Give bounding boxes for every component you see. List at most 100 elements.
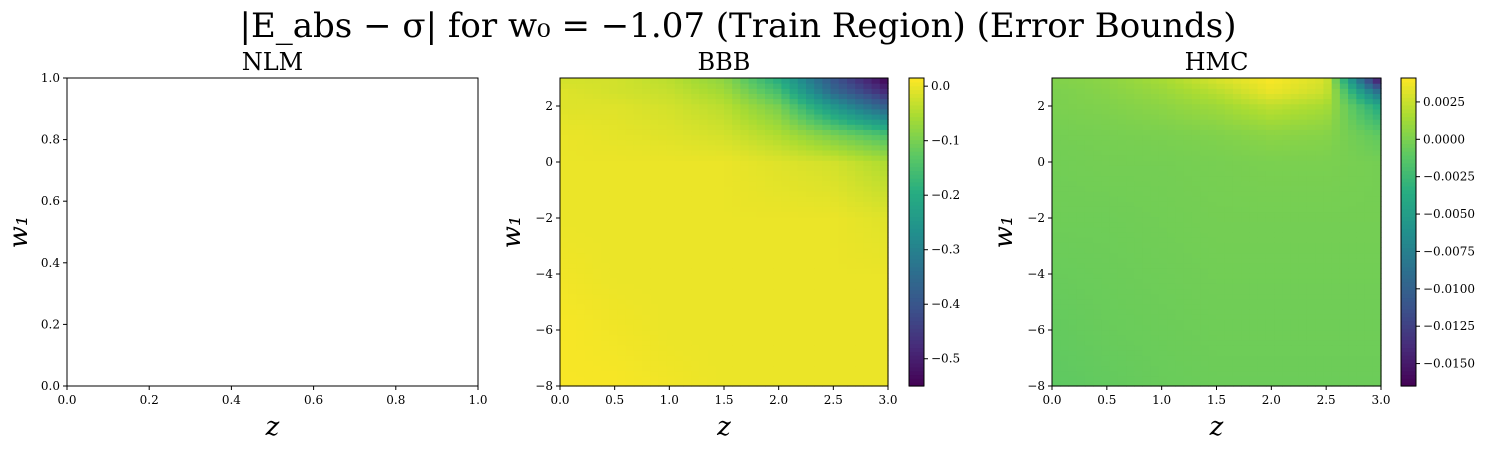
heatmap-cell xyxy=(839,376,848,382)
heatmap-cell xyxy=(1068,371,1077,377)
heatmap-cell xyxy=(560,165,569,171)
heatmap-cell xyxy=(585,186,594,192)
heatmap-cell xyxy=(691,176,700,182)
heatmap-cell xyxy=(699,278,708,284)
heatmap-cell xyxy=(798,119,807,125)
heatmap-cell xyxy=(732,104,741,110)
heatmap-cell xyxy=(593,288,602,294)
heatmap-cell xyxy=(765,83,774,89)
heatmap-cell xyxy=(839,345,848,351)
heatmap-cell xyxy=(1184,119,1193,125)
heatmap-cell xyxy=(724,283,733,289)
heatmap-cell xyxy=(814,119,823,125)
heatmap-cell xyxy=(1192,294,1201,300)
heatmap-cell xyxy=(1332,237,1341,243)
heatmap-cell xyxy=(839,129,848,135)
heatmap-cell xyxy=(1332,376,1341,382)
heatmap-cell xyxy=(560,376,569,382)
heatmap-cell xyxy=(601,222,610,228)
heatmap-cell xyxy=(1340,129,1349,135)
heatmap-cell xyxy=(732,283,741,289)
heatmap-cell xyxy=(1323,304,1332,310)
heatmap-cell xyxy=(1233,283,1242,289)
heatmap-cell xyxy=(1052,114,1061,120)
heatmap-cell xyxy=(699,355,708,361)
heatmap-cell xyxy=(1348,263,1357,269)
heatmap-cell xyxy=(765,196,774,202)
heatmap-cell xyxy=(1307,365,1316,371)
heatmap-cell xyxy=(847,134,856,140)
heatmap-cell xyxy=(863,104,872,110)
heatmap-cell xyxy=(1356,165,1365,171)
heatmap-cell xyxy=(1142,299,1151,305)
heatmap-cell xyxy=(1184,237,1193,243)
heatmap-cell xyxy=(1192,232,1201,238)
heatmap-cell xyxy=(1159,360,1168,366)
heatmap-cell xyxy=(1323,350,1332,356)
heatmap-cell xyxy=(1068,176,1077,182)
heatmap-cell xyxy=(1299,340,1308,346)
plot-title: NLM xyxy=(242,48,304,76)
heatmap-cell xyxy=(1291,227,1300,233)
heatmap-cell xyxy=(773,160,782,166)
heatmap-cell xyxy=(1060,140,1069,146)
heatmap-cell xyxy=(847,350,856,356)
heatmap-cell xyxy=(585,309,594,315)
heatmap-cell xyxy=(1208,247,1217,253)
heatmap-cell xyxy=(831,109,840,115)
heatmap-cell xyxy=(1249,227,1258,233)
x-tick-label: 0.6 xyxy=(304,393,323,407)
heatmap-cell xyxy=(863,196,872,202)
heatmap-cell xyxy=(765,181,774,187)
heatmap-cell xyxy=(732,340,741,346)
heatmap-cell xyxy=(1373,196,1382,202)
heatmap-cell xyxy=(872,140,881,146)
heatmap-cell xyxy=(1085,140,1094,146)
heatmap-cell xyxy=(1134,83,1143,89)
heatmap-cell xyxy=(1323,247,1332,253)
heatmap-cell xyxy=(708,345,717,351)
heatmap-cell xyxy=(1291,88,1300,94)
heatmap-cell xyxy=(1356,304,1365,310)
heatmap-cell xyxy=(1315,150,1324,156)
heatmap-cell xyxy=(863,242,872,248)
heatmap-cell xyxy=(683,129,692,135)
heatmap-cell xyxy=(1233,232,1242,238)
heatmap-cell xyxy=(1274,288,1283,294)
heatmap-cell xyxy=(691,253,700,259)
heatmap-cell xyxy=(1060,186,1069,192)
heatmap-cell xyxy=(1307,83,1316,89)
heatmap-cell xyxy=(749,196,758,202)
heatmap-cell xyxy=(1241,350,1250,356)
heatmap-cell xyxy=(831,232,840,238)
heatmap-cell xyxy=(814,237,823,243)
heatmap-cell xyxy=(790,140,799,146)
heatmap-cell xyxy=(576,145,585,151)
heatmap-cell xyxy=(699,206,708,212)
heatmap-cell xyxy=(806,314,815,320)
heatmap-cell xyxy=(1315,288,1324,294)
heatmap-cell xyxy=(1348,237,1357,243)
heatmap-cell xyxy=(626,324,635,330)
heatmap-cell xyxy=(1208,211,1217,217)
heatmap-cell xyxy=(708,211,717,217)
colorbar-segment xyxy=(909,194,924,198)
heatmap-cell xyxy=(863,253,872,259)
heatmap-cell xyxy=(1110,309,1119,315)
heatmap-cell xyxy=(1348,99,1357,105)
heatmap-cell xyxy=(601,217,610,223)
heatmap-cell xyxy=(1093,99,1102,105)
heatmap-cell xyxy=(773,206,782,212)
heatmap-cell xyxy=(1307,165,1316,171)
heatmap-cell xyxy=(1217,330,1226,336)
heatmap-cell xyxy=(658,237,667,243)
heatmap-cell xyxy=(1282,345,1291,351)
heatmap-cell xyxy=(699,360,708,366)
heatmap-cell xyxy=(667,314,676,320)
heatmap-cell xyxy=(1348,299,1357,305)
heatmap-cell xyxy=(732,288,741,294)
heatmap-cell xyxy=(724,294,733,300)
heatmap-cell xyxy=(1233,165,1242,171)
heatmap-cell xyxy=(724,104,733,110)
heatmap-cell xyxy=(1200,186,1209,192)
